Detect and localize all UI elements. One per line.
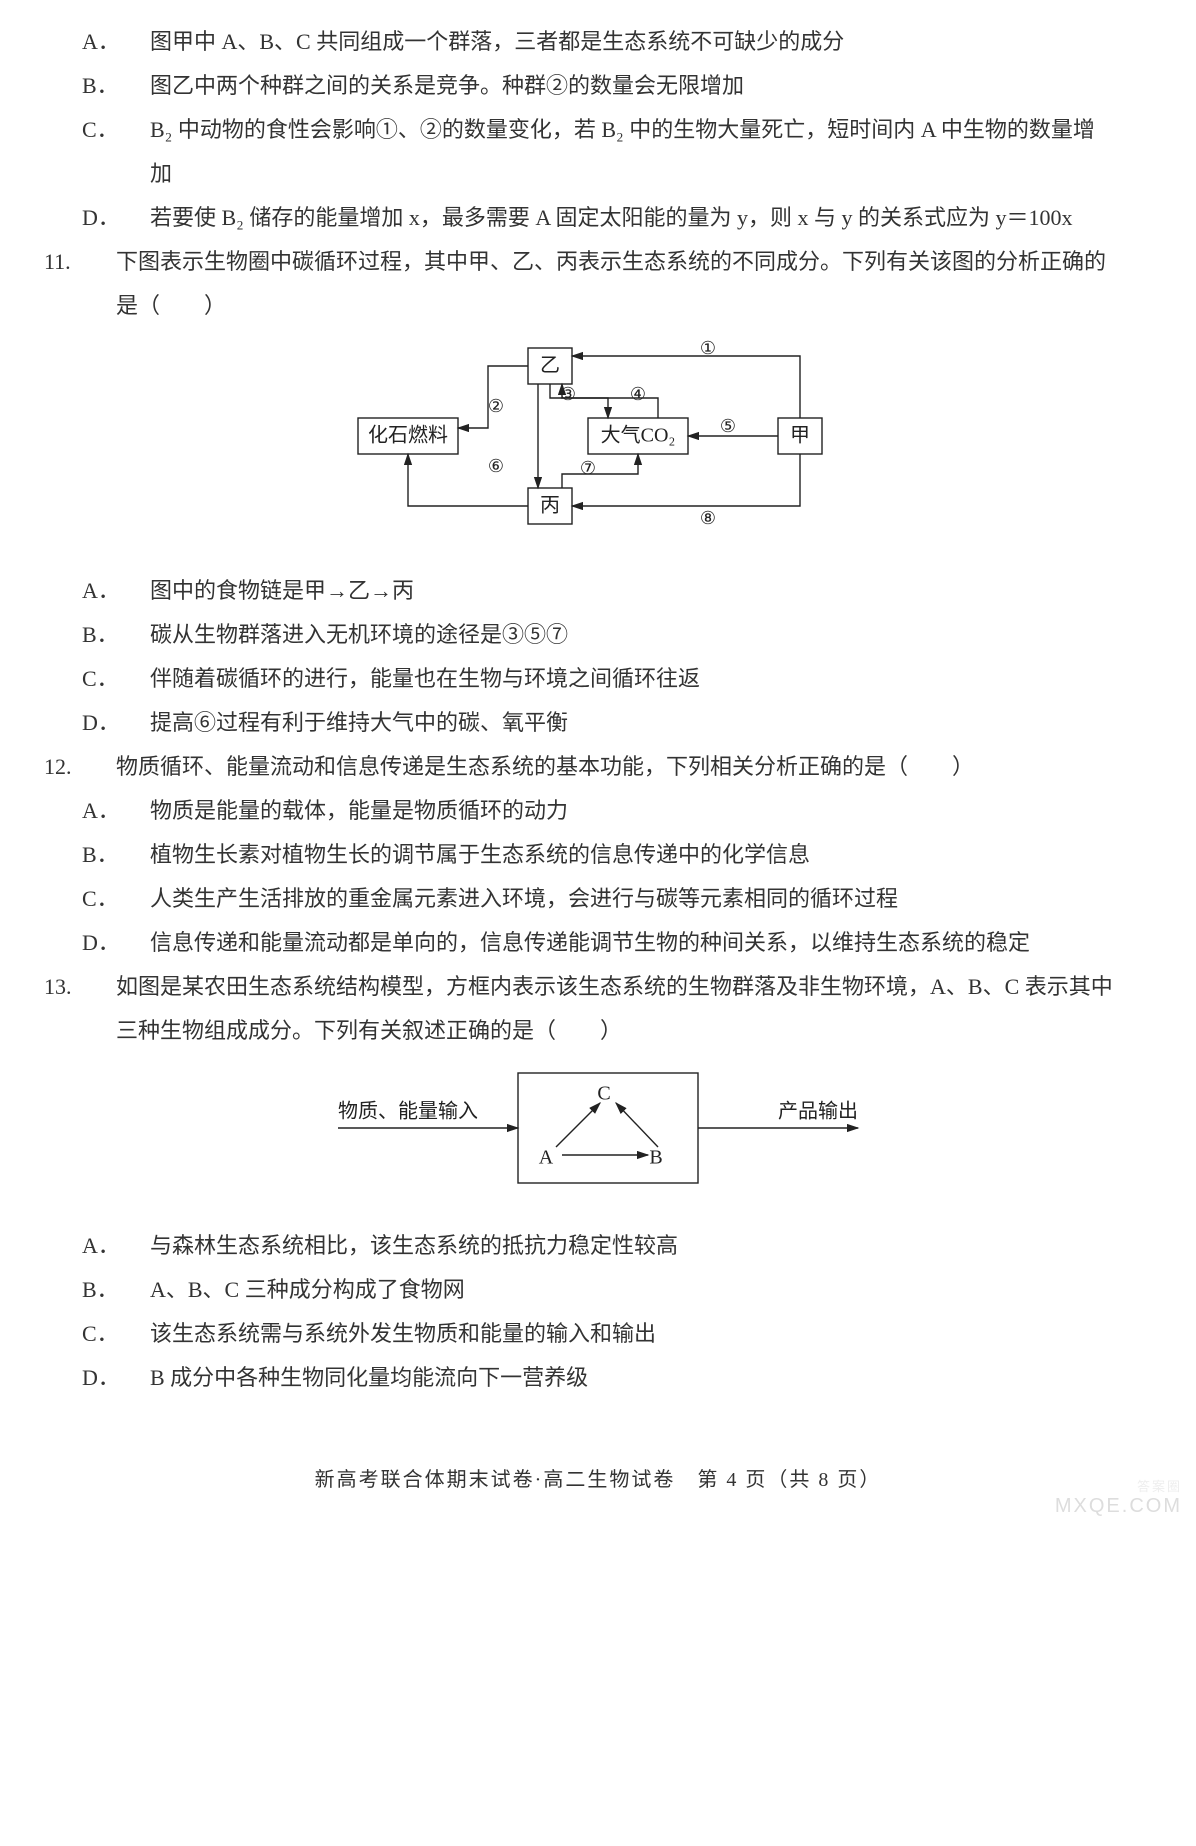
option-letter: C． (116, 657, 150, 701)
svg-text:乙: 乙 (540, 355, 560, 377)
option-letter: A． (116, 20, 150, 64)
option-letter: B． (116, 1268, 150, 1312)
svg-text:⑤: ⑤ (720, 416, 736, 436)
stem-text: 物质循环、能量流动和信息传递是生态系统的基本功能，下列相关分析正确的是（ ） (116, 754, 974, 779)
option-text: 该生态系统需与系统外发生物质和能量的输入和输出 (150, 1321, 656, 1346)
q11-option-B: B．碳从生物群落进入无机环境的途径是③⑤⑦ (80, 613, 1116, 657)
svg-text:丙: 丙 (540, 495, 560, 517)
option-letter: B． (116, 64, 150, 108)
svg-text:①: ① (700, 338, 716, 358)
svg-text:物质、能量输入: 物质、能量输入 (338, 1100, 478, 1123)
svg-text:⑦: ⑦ (580, 458, 596, 478)
option-text: 碳从生物群落进入无机环境的途径是③⑤⑦ (150, 622, 568, 647)
option-text: B₂ 中动物的食性会影响①、②的数量变化，若 B₂ 中的生物大量死亡，短时间内 … (150, 117, 1095, 186)
question-13-stem: 13.如图是某农田生态系统结构模型，方框内表示该生态系统的生物群落及非生物环境，… (80, 965, 1116, 1053)
option-text: 提高⑥过程有利于维持大气中的碳、氧平衡 (150, 710, 568, 735)
svg-text:C: C (597, 1083, 610, 1105)
watermark-bottom: MXQE.COM (1055, 1486, 1182, 1526)
option-letter: C． (116, 877, 150, 921)
option-text: 伴随着碳循环的进行，能量也在生物与环境之间循环往返 (150, 666, 700, 691)
svg-text:⑥: ⑥ (488, 456, 504, 476)
option-letter: D． (116, 1356, 150, 1400)
option-B: B．图乙中两个种群之间的关系是竞争。种群②的数量会无限增加 (80, 64, 1116, 108)
q11-option-A: A．图中的食物链是甲→乙→丙 (80, 569, 1116, 613)
question-number: 13. (80, 965, 116, 1009)
option-letter: B． (116, 833, 150, 877)
option-text: A、B、C 三种成分构成了食物网 (150, 1277, 465, 1302)
question-number: 12. (80, 745, 116, 789)
q13-option-A: A．与森林生态系统相比，该生态系统的抵抗力稳定性较高 (80, 1224, 1116, 1268)
q11-option-D: D．提高⑥过程有利于维持大气中的碳、氧平衡 (80, 701, 1116, 745)
q13-option-C: C．该生态系统需与系统外发生物质和能量的输入和输出 (80, 1312, 1116, 1356)
svg-text:化石燃料: 化石燃料 (368, 424, 448, 447)
q13-option-D: D．B 成分中各种生物同化量均能流向下一营养级 (80, 1356, 1116, 1400)
option-letter: A． (116, 789, 150, 833)
option-letter: A． (116, 569, 150, 613)
option-letter: D． (116, 701, 150, 745)
svg-text:⑧: ⑧ (700, 508, 716, 528)
option-letter: B． (116, 613, 150, 657)
question-11-stem: 11.下图表示生物圈中碳循环过程，其中甲、乙、丙表示生态系统的不同成分。下列有关… (80, 240, 1116, 328)
svg-text:A: A (539, 1147, 554, 1169)
option-letter: D． (116, 196, 150, 240)
q12-option-D: D．信息传递和能量流动都是单向的，信息传递能调节生物的种间关系，以维持生态系统的… (80, 921, 1116, 965)
option-text: 若要使 B₂ 储存的能量增加 x，最多需要 A 固定太阳能的量为 y，则 x 与… (150, 205, 1073, 230)
option-text: 图中的食物链是甲→乙→丙 (150, 578, 414, 603)
q12-option-C: C．人类生产生活排放的重金属元素进入环境，会进行与碳等元素相同的循环过程 (80, 877, 1116, 921)
question-number: 11. (80, 240, 116, 284)
svg-text:②: ② (488, 396, 504, 416)
option-C: C．B₂ 中动物的食性会影响①、②的数量变化，若 B₂ 中的生物大量死亡，短时间… (80, 108, 1116, 196)
option-letter: C． (116, 108, 150, 152)
q12-option-A: A．物质是能量的载体，能量是物质循环的动力 (80, 789, 1116, 833)
option-D: D．若要使 B₂ 储存的能量增加 x，最多需要 A 固定太阳能的量为 y，则 x… (80, 196, 1116, 240)
option-letter: D． (116, 921, 150, 965)
farmland-ecosystem-diagram: 物质、能量输入 产品输出 A B C (318, 1063, 878, 1193)
svg-text:大气CO₂: 大气CO₂ (601, 424, 676, 447)
q13-option-B: B．A、B、C 三种成分构成了食物网 (80, 1268, 1116, 1312)
q11-diagram: 化石燃料乙大气CO₂丙甲①②③④⑤⑥⑦⑧ (80, 338, 1116, 553)
option-text: 图甲中 A、B、C 共同组成一个群落，三者都是生态系统不可缺少的成分 (150, 29, 844, 54)
option-A: A．图甲中 A、B、C 共同组成一个群落，三者都是生态系统不可缺少的成分 (80, 20, 1116, 64)
q11-option-C: C．伴随着碳循环的进行，能量也在生物与环境之间循环往返 (80, 657, 1116, 701)
carbon-cycle-diagram: 化石燃料乙大气CO₂丙甲①②③④⑤⑥⑦⑧ (338, 338, 858, 538)
option-text: 物质是能量的载体，能量是物质循环的动力 (150, 798, 568, 823)
option-text: B 成分中各种生物同化量均能流向下一营养级 (150, 1365, 588, 1390)
question-12-stem: 12.物质循环、能量流动和信息传递是生态系统的基本功能，下列相关分析正确的是（ … (80, 745, 1116, 789)
q12-option-B: B．植物生长素对植物生长的调节属于生态系统的信息传递中的化学信息 (80, 833, 1116, 877)
page-footer: 新高考联合体期末试卷·高二生物试卷 第 4 页（共 8 页） (80, 1460, 1116, 1500)
svg-text:产品输出: 产品输出 (778, 1100, 858, 1123)
option-letter: A． (116, 1224, 150, 1268)
stem-text: 如图是某农田生态系统结构模型，方框内表示该生态系统的生物群落及非生物环境，A、B… (116, 974, 1113, 1043)
option-text: 与森林生态系统相比，该生态系统的抵抗力稳定性较高 (150, 1233, 678, 1258)
stem-text: 下图表示生物圈中碳循环过程，其中甲、乙、丙表示生态系统的不同成分。下列有关该图的… (116, 249, 1106, 318)
svg-text:④: ④ (630, 384, 646, 404)
svg-text:甲: 甲 (790, 425, 810, 447)
q13-diagram: 物质、能量输入 产品输出 A B C (80, 1063, 1116, 1208)
option-letter: C． (116, 1312, 150, 1356)
option-text: 信息传递和能量流动都是单向的，信息传递能调节生物的种间关系，以维持生态系统的稳定 (150, 930, 1030, 955)
option-text: 人类生产生活排放的重金属元素进入环境，会进行与碳等元素相同的循环过程 (150, 886, 898, 911)
svg-text:B: B (649, 1147, 662, 1169)
option-text: 植物生长素对植物生长的调节属于生态系统的信息传递中的化学信息 (150, 842, 810, 867)
option-text: 图乙中两个种群之间的关系是竞争。种群②的数量会无限增加 (150, 73, 744, 98)
